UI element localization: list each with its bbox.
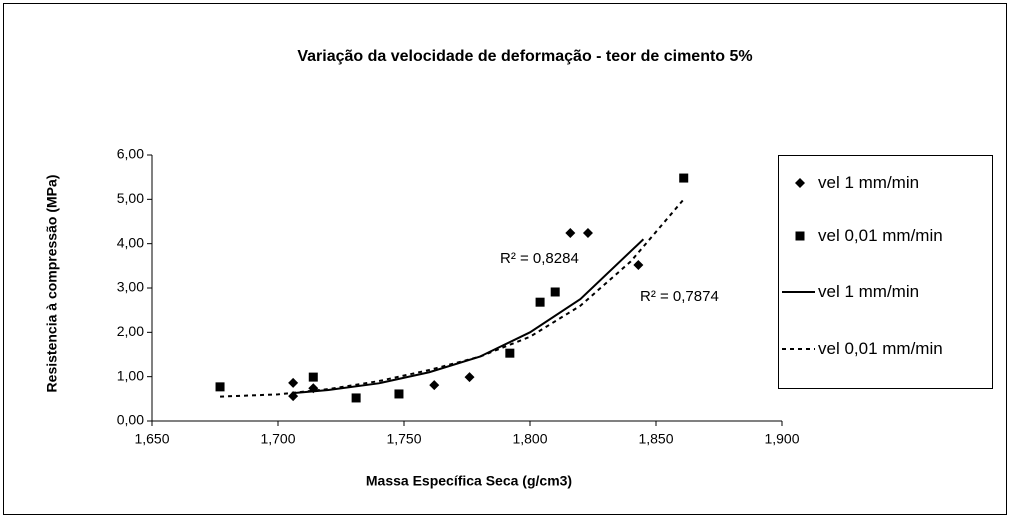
diamond-marker (565, 228, 576, 239)
square-marker (535, 297, 545, 307)
x-tick-label: 1,650 (134, 431, 169, 447)
legend-label: vel 0,01 mm/min (818, 226, 943, 245)
square-marker (505, 348, 515, 358)
annotation: R² = 0,8284 (500, 250, 579, 267)
legend-label: vel 1 mm/min (818, 173, 920, 192)
x-tick-label: 1,700 (260, 431, 295, 447)
y-tick-label: 2,00 (117, 323, 144, 339)
trend-line (220, 198, 685, 398)
diamond-marker (633, 259, 644, 270)
trend-line (293, 238, 645, 395)
diamond-marker (429, 380, 440, 391)
x-tick-label: 1,750 (386, 431, 421, 447)
diamond-marker (288, 377, 299, 388)
legend-label: vel 0,01 mm/min (818, 339, 943, 358)
y-axis-label: Resistencia à compressão (MPa) (43, 174, 60, 393)
y-tick-label: 4,00 (117, 234, 144, 250)
x-tick-label: 1,800 (512, 431, 547, 447)
diamond-marker (464, 372, 475, 383)
y-tick-label: 5,00 (117, 190, 144, 206)
square-marker (215, 382, 225, 392)
x-tick-label: 1,900 (764, 431, 799, 447)
square-marker (308, 372, 318, 382)
square-marker (394, 389, 404, 399)
square-marker (550, 287, 560, 297)
y-tick-label: 0,00 (117, 412, 144, 428)
x-axis-label: Massa Específica Seca (g/cm3) (366, 473, 572, 489)
square-marker (351, 393, 361, 403)
y-tick-label: 3,00 (117, 279, 144, 295)
frame (3, 3, 1007, 515)
diamond-marker (582, 228, 593, 239)
y-tick-label: 6,00 (117, 146, 144, 162)
square-marker (795, 231, 805, 241)
chart-title: Variação da velocidade de deformação - t… (297, 48, 752, 65)
y-tick-label: 1,00 (117, 367, 144, 383)
annotation: R² = 0,7874 (640, 288, 719, 305)
square-marker (679, 173, 689, 183)
x-tick-label: 1,850 (638, 431, 673, 447)
diamond-marker (795, 178, 805, 188)
legend-label: vel 1 mm/min (818, 282, 920, 301)
